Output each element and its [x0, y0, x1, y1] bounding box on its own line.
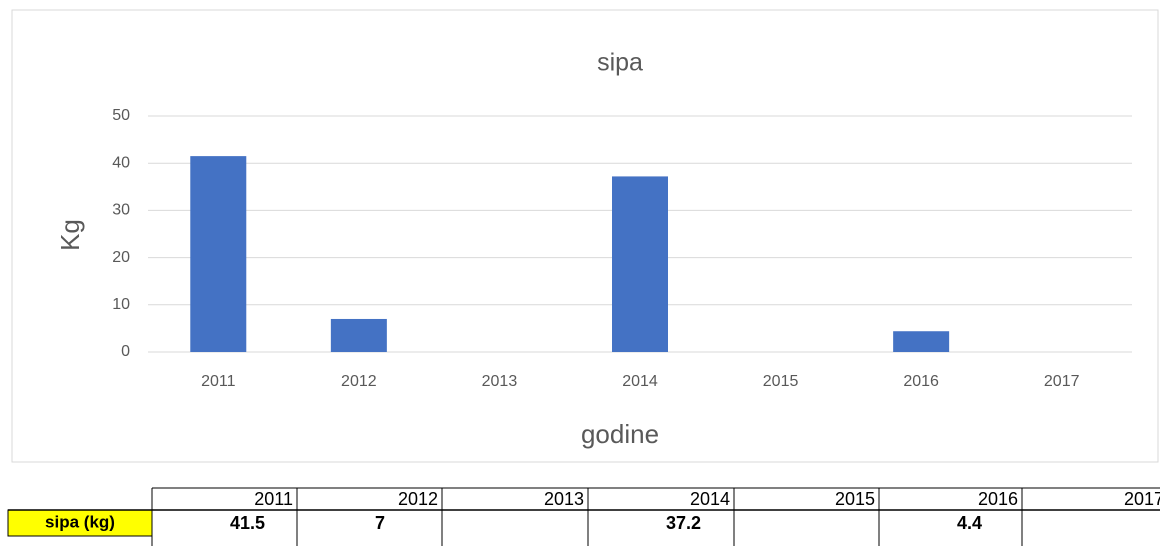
x-axis-label: godine [581, 419, 659, 449]
bar [190, 156, 247, 352]
table-header: 2011 [254, 489, 293, 509]
bar [612, 176, 668, 352]
table-header: 2016 [978, 489, 1018, 509]
y-tick-label: 40 [112, 154, 130, 171]
table-header: 2017 [1124, 489, 1160, 509]
table-value: 7 [375, 513, 385, 533]
table-header: 2013 [544, 489, 584, 509]
chart-frame [11, 9, 1159, 463]
table-value: 37.2 [666, 513, 701, 533]
y-axis-label: Kg [55, 219, 85, 251]
table-value: 4.4 [957, 513, 982, 533]
bar [330, 318, 387, 352]
y-tick-label: 0 [121, 343, 130, 360]
row-label-cell [7, 509, 153, 537]
bar [893, 331, 950, 352]
x-tick-label: 2016 [903, 373, 939, 390]
table-header: 2012 [398, 489, 438, 509]
y-tick-label: 20 [112, 249, 130, 266]
x-tick-label: 2013 [482, 373, 518, 390]
x-tick-label: 2017 [1044, 373, 1080, 390]
row-label: sipa (kg) [45, 512, 115, 531]
y-tick-label: 50 [112, 107, 130, 124]
table-header: 2014 [690, 489, 730, 509]
y-tick-label: 30 [112, 202, 130, 219]
data-table: sipa (kg) 2011 41.5 2012 7 2013 2014 37.2 2015 20… [7, 487, 1160, 546]
table-value: 41.5 [230, 513, 265, 533]
x-tick-label: 2011 [201, 373, 236, 390]
x-tick-label: 2012 [341, 373, 377, 390]
chart-title: sipa [597, 49, 643, 77]
table-header: 2015 [835, 489, 875, 509]
y-tick-label: 10 [112, 296, 130, 313]
x-tick-label: 2014 [622, 373, 658, 390]
x-tick-label: 2015 [763, 373, 799, 390]
